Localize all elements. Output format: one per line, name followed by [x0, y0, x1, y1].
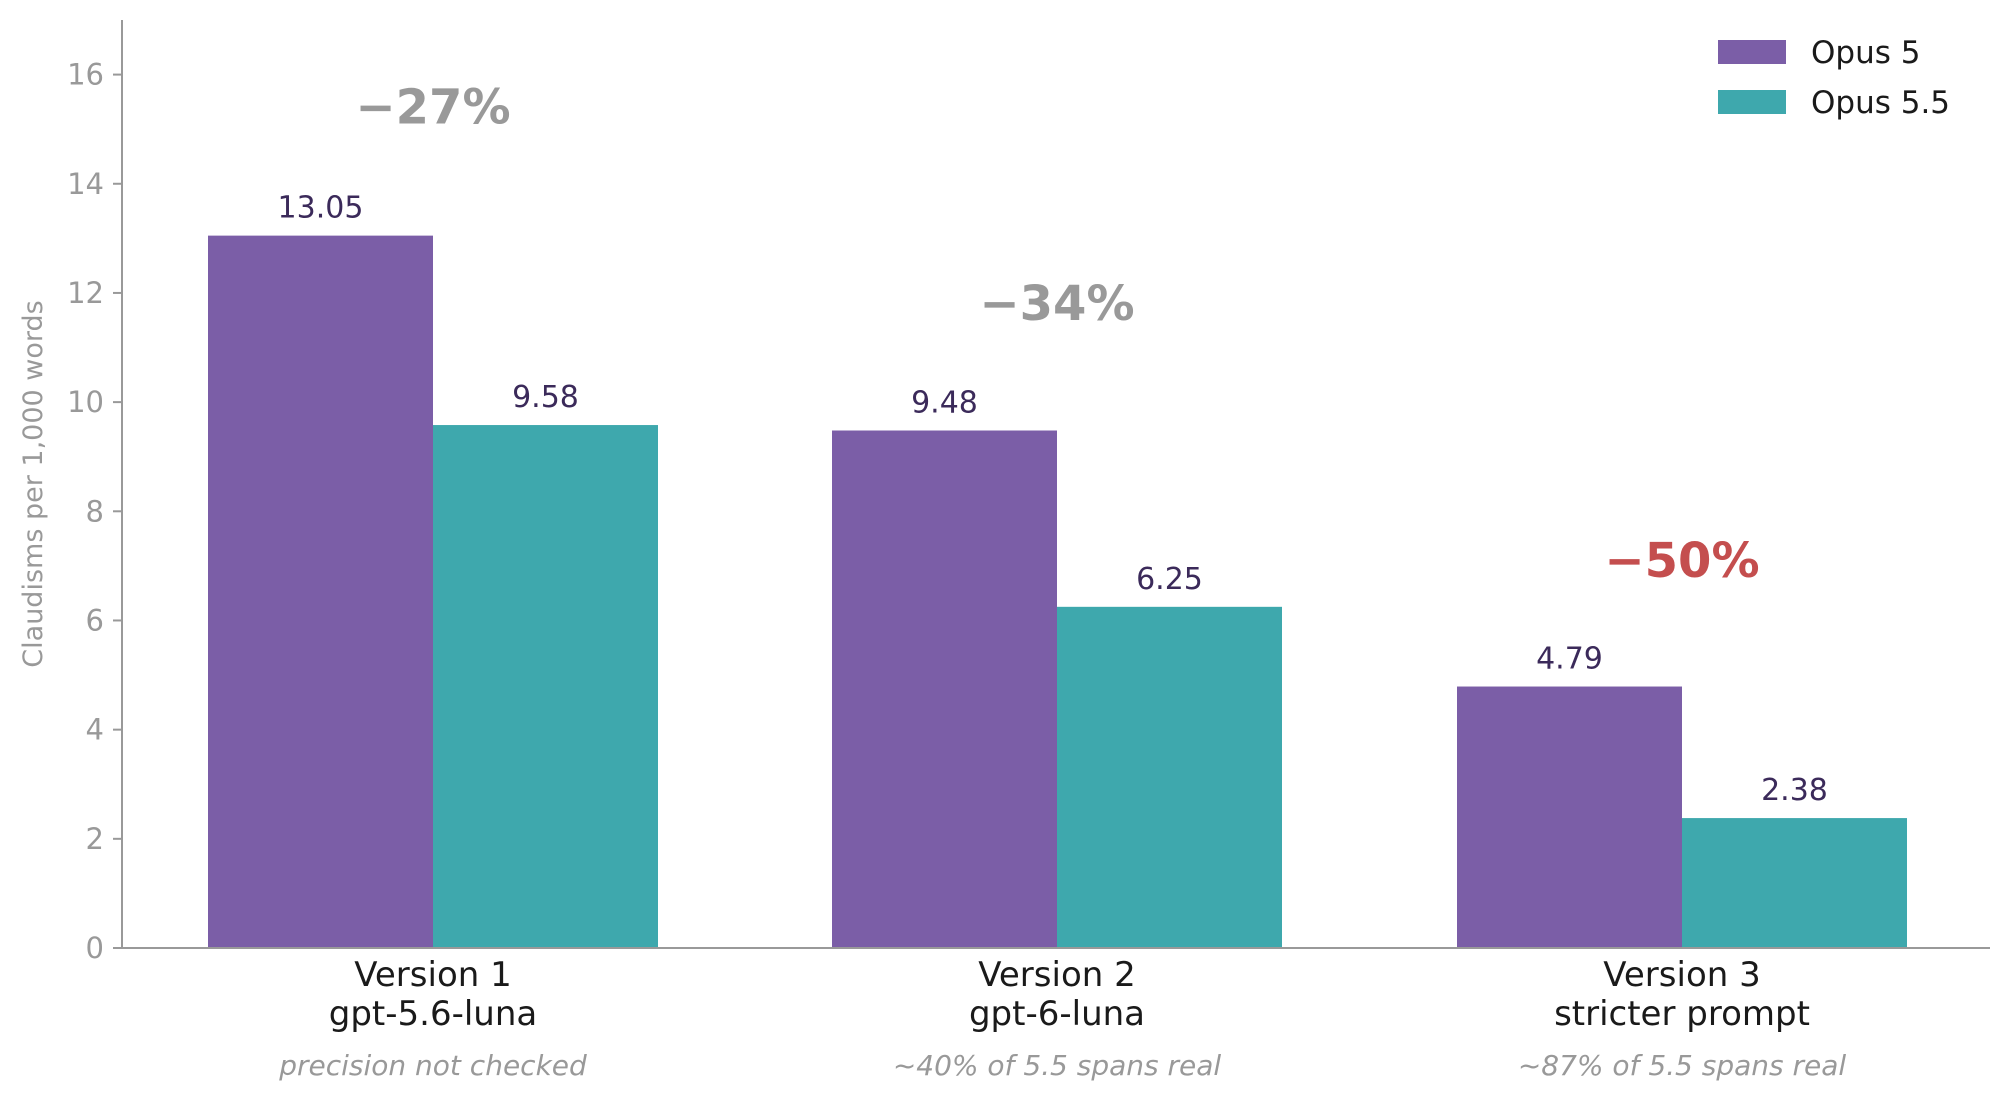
y-tick-label: 12: [67, 276, 104, 310]
y-axis-label: Claudisms per 1,000 words: [18, 300, 49, 667]
y-tick-label: 16: [67, 58, 104, 92]
y-ticks-group: 0 2 4 6 8 10 12 14 16: [67, 58, 122, 965]
bar-opus-5: [208, 235, 433, 948]
y-tick-label: 10: [67, 385, 104, 419]
y-tick-label: 4: [86, 713, 104, 747]
bar-opus-5: [832, 430, 1057, 948]
value-labels-group: 13.05 9.48 4.79 9.58 6.25 2.38: [278, 191, 1828, 808]
y-tick-label: 8: [86, 494, 104, 528]
legend-entry-label: Opus 5: [1811, 35, 1920, 71]
legend-entry-label: Opus 5.5: [1811, 85, 1950, 121]
bar-value-label: 6.25: [1136, 562, 1203, 597]
x-category-label: Version 2: [978, 955, 1135, 995]
bar-opus-5-5: [1057, 606, 1282, 948]
y-tick-label: 6: [86, 603, 104, 637]
y-tick-label: 0: [86, 931, 104, 965]
x-category-sublabel: gpt-5.6-luna: [329, 994, 537, 1034]
bar-opus-5-5: [1682, 818, 1907, 948]
bar-value-label: 4.79: [1536, 642, 1603, 677]
x-category-label: Version 1: [354, 955, 511, 995]
legend: Opus 5 Opus 5.5: [1718, 35, 1950, 121]
legend-swatch: [1718, 90, 1786, 114]
bar-opus-5-5: [433, 425, 658, 949]
y-tick-label: 2: [86, 822, 104, 856]
annotations-group: −27% −34% −50%: [355, 80, 1759, 589]
x-category-label: Version 3: [1603, 955, 1760, 995]
x-category-note: ~40% of 5.5 spans real: [893, 1049, 1222, 1082]
x-category-sublabel: stricter prompt: [1554, 994, 1810, 1034]
bar-value-label: 2.38: [1761, 773, 1828, 808]
y-tick-label: 14: [67, 167, 104, 201]
x-category-sublabel: gpt-6-luna: [969, 994, 1145, 1034]
bar-opus-5: [1457, 686, 1682, 948]
x-category-note: ~87% of 5.5 spans real: [1518, 1049, 1847, 1082]
bar-value-label: 9.48: [911, 386, 978, 421]
percent-change-annotation: −34%: [979, 276, 1134, 332]
percent-change-annotation: −50%: [1604, 533, 1759, 589]
bars-group: [208, 235, 1907, 949]
percent-change-annotation: −27%: [355, 80, 510, 136]
bar-value-label: 9.58: [512, 380, 579, 415]
x-category-note: precision not checked: [278, 1049, 587, 1082]
bar-value-label: 13.05: [278, 191, 364, 226]
legend-swatch: [1718, 40, 1786, 64]
